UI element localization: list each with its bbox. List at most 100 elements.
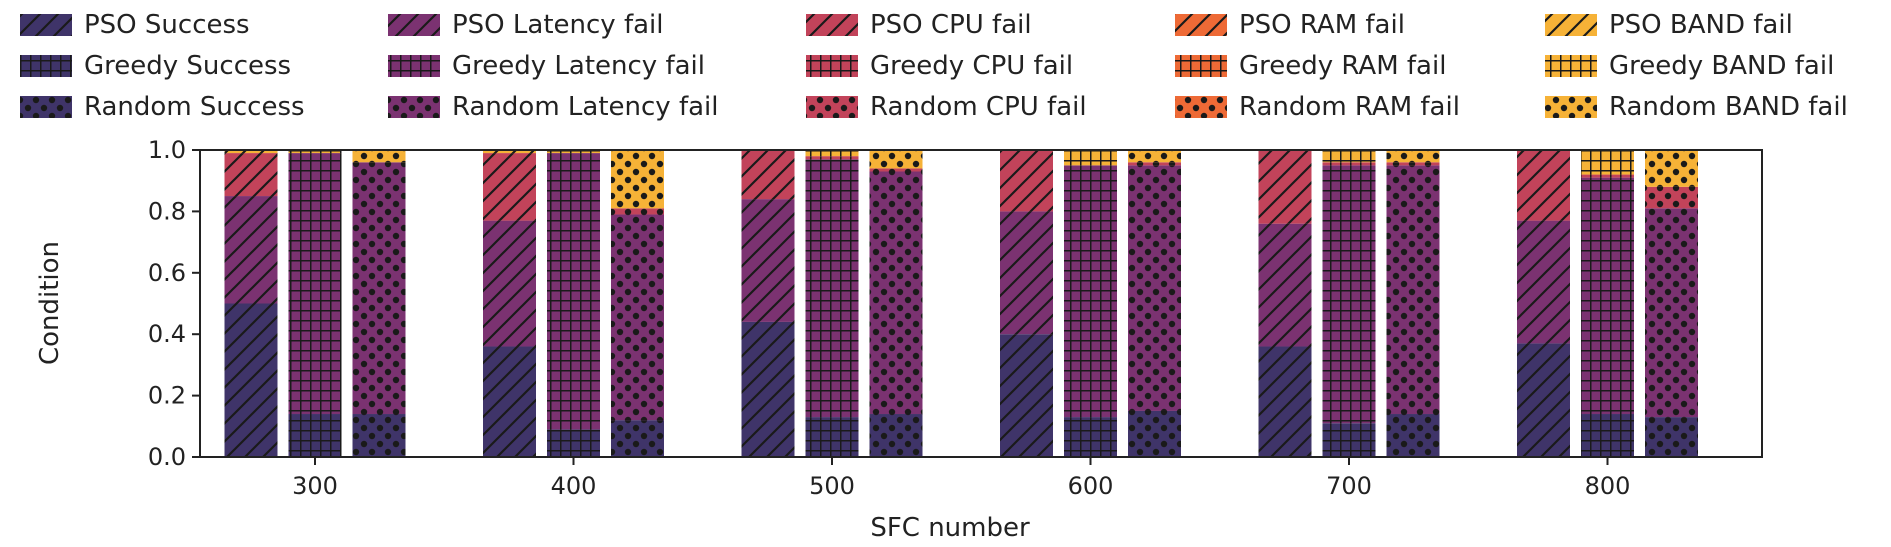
bar-pso-success-800 [1517, 343, 1570, 457]
bar-greedy-latency-fail-800 [1581, 177, 1634, 415]
bar-greedy-band-fail-400 [547, 150, 600, 154]
bar-random-latency-fail-400 [611, 214, 664, 421]
x-axis-label: SFC number [870, 513, 1030, 543]
svg-text:Random BAND fail: Random BAND fail [1609, 92, 1848, 122]
bar-greedy-band-fail-700 [1322, 150, 1376, 163]
bar-greedy-latency-fail-400 [547, 153, 600, 430]
bar-random-success-400 [611, 420, 664, 457]
bar-random-band-fail-400 [611, 150, 664, 209]
bar-random-success-300 [352, 414, 406, 457]
bar-greedy-latency-fail-700 [1322, 165, 1376, 424]
bar-pso-success-700 [1258, 346, 1312, 457]
x-tick-label: 600 [1068, 472, 1114, 500]
bar-random-latency-fail-800 [1645, 208, 1698, 418]
legend-item-random-latency-fail: Random Latency fail [388, 92, 718, 122]
bar-random-cpu-fail-500 [869, 168, 923, 172]
bar-random-latency-fail-300 [352, 162, 406, 415]
svg-text:PSO CPU fail: PSO CPU fail [870, 10, 1032, 40]
bar-random-band-fail-500 [869, 150, 923, 169]
y-tick-label: 0.2 [148, 382, 186, 410]
bar-random-cpu-fail-800 [1645, 186, 1698, 209]
bar-random-success-800 [1645, 417, 1698, 457]
bar-pso-cpu-fail-600 [1000, 150, 1053, 212]
y-tick-label: 0.4 [148, 320, 186, 348]
legend-item-greedy-success: Greedy Success [20, 51, 291, 81]
bar-greedy-band-fail-500 [805, 150, 859, 157]
bar-pso-latency-fail-600 [1000, 211, 1053, 335]
y-tick-label: 1.0 [148, 136, 186, 164]
bar-greedy-success-700 [1322, 423, 1376, 457]
svg-text:Greedy CPU fail: Greedy CPU fail [870, 51, 1073, 81]
bar-pso-success-500 [741, 321, 795, 457]
bar-random-success-500 [869, 414, 923, 457]
bar-random-latency-fail-500 [869, 171, 923, 415]
legend-item-pso-ram-fail: PSO RAM fail [1175, 10, 1405, 40]
bar-greedy-success-400 [547, 429, 600, 457]
bar-greedy-success-800 [1581, 414, 1634, 457]
bar-pso-latency-fail-800 [1517, 220, 1570, 344]
bar-random-band-fail-300 [352, 150, 406, 163]
legend-item-random-band-fail: Random BAND fail [1545, 92, 1848, 122]
bar-random-cpu-fail-700 [1386, 162, 1440, 166]
svg-text:Greedy RAM fail: Greedy RAM fail [1239, 51, 1446, 81]
bars-group [224, 150, 1698, 457]
bar-pso-success-300 [224, 303, 278, 457]
legend-item-random-ram-fail: Random RAM fail [1175, 92, 1460, 122]
y-axis: 0.0 0.2 0.4 0.6 0.8 1.0 [148, 136, 200, 471]
bar-random-band-fail-600 [1128, 150, 1181, 163]
bar-random-latency-fail-600 [1128, 165, 1181, 411]
legend-item-pso-success: PSO Success [20, 10, 250, 40]
bar-random-latency-fail-700 [1386, 165, 1440, 415]
y-tick-label: 0.6 [148, 259, 186, 287]
bar-greedy-latency-fail-300 [288, 153, 342, 415]
bar-pso-band-fail-300 [224, 150, 278, 154]
svg-text:Greedy Latency fail: Greedy Latency fail [452, 51, 705, 81]
svg-text:Greedy Success: Greedy Success [84, 51, 291, 81]
bar-random-band-fail-700 [1386, 150, 1440, 163]
bar-pso-success-600 [1000, 334, 1053, 457]
bar-pso-cpu-fail-700 [1258, 150, 1312, 224]
bar-random-success-600 [1128, 410, 1181, 457]
bar-random-band-fail-800 [1645, 150, 1698, 187]
bar-greedy-latency-fail-600 [1064, 165, 1117, 418]
legend: PSO Success PSO Latency fail PSO CPU fail P… [20, 10, 1848, 122]
x-tick-label: 800 [1585, 472, 1631, 500]
bar-greedy-cpu-fail-800 [1581, 174, 1634, 178]
svg-text:Random RAM fail: Random RAM fail [1239, 92, 1460, 122]
bar-greedy-success-300 [288, 414, 342, 457]
svg-text:PSO Latency fail: PSO Latency fail [452, 10, 663, 40]
bar-pso-cpu-fail-400 [483, 153, 536, 221]
svg-text:PSO BAND fail: PSO BAND fail [1609, 10, 1793, 40]
bar-pso-cpu-fail-300 [224, 153, 278, 197]
x-tick-label: 500 [809, 472, 855, 500]
bar-random-cpu-fail-600 [1128, 162, 1181, 166]
bar-pso-latency-fail-700 [1258, 223, 1312, 347]
x-tick-label: 400 [551, 472, 597, 500]
legend-item-greedy-cpu-fail: Greedy CPU fail [806, 51, 1073, 81]
legend-item-pso-band-fail: PSO BAND fail [1545, 10, 1793, 40]
legend-item-greedy-latency-fail: Greedy Latency fail [388, 51, 705, 81]
x-tick-label: 300 [292, 472, 338, 500]
bar-pso-latency-fail-400 [483, 220, 536, 347]
legend-item-greedy-band-fail: Greedy BAND fail [1545, 51, 1834, 81]
legend-item-pso-latency-fail: PSO Latency fail [388, 10, 663, 40]
y-axis-label: Condition [35, 241, 65, 365]
bar-pso-latency-fail-300 [224, 196, 278, 304]
svg-text:PSO Success: PSO Success [84, 10, 250, 40]
bar-greedy-band-fail-300 [288, 150, 342, 154]
plot-frame [199, 149, 1763, 458]
legend-item-random-success: Random Success [20, 92, 305, 122]
bar-greedy-cpu-fail-700 [1322, 162, 1376, 166]
x-tick-label: 700 [1326, 472, 1372, 500]
y-tick-label: 0.0 [148, 443, 186, 471]
bar-greedy-success-500 [805, 417, 859, 457]
bar-greedy-success-600 [1064, 417, 1117, 457]
bar-greedy-cpu-fail-500 [805, 156, 859, 160]
legend-item-random-cpu-fail: Random CPU fail [806, 92, 1087, 122]
svg-text:Random Success: Random Success [84, 92, 305, 122]
bar-greedy-latency-fail-500 [805, 159, 859, 418]
bar-greedy-band-fail-800 [1581, 150, 1634, 175]
svg-text:Greedy BAND fail: Greedy BAND fail [1609, 51, 1834, 81]
bar-pso-band-fail-400 [483, 150, 536, 154]
